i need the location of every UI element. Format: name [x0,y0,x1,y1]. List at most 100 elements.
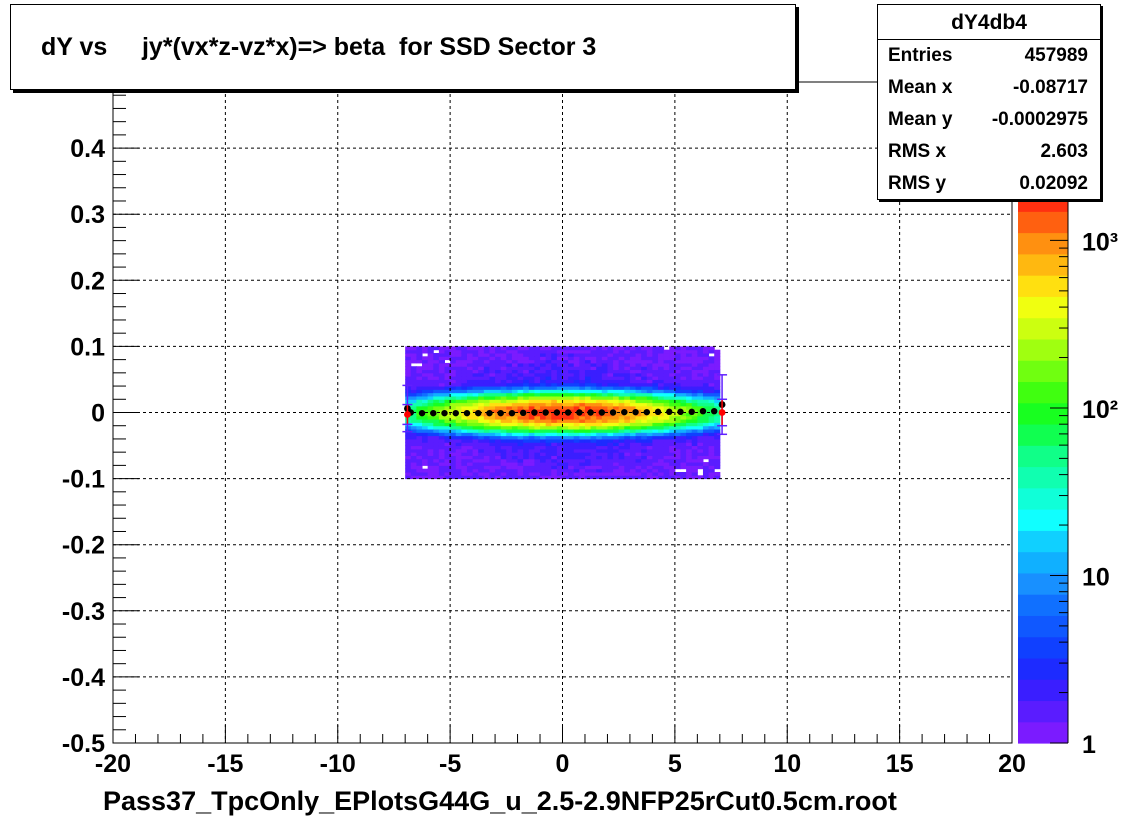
heatmap-cell [478,389,485,394]
heatmap-cell [652,438,659,443]
heatmap-cell [652,372,659,377]
heatmap-cell [613,419,620,423]
heatmap-cell [438,475,446,480]
heatmap-cell [438,455,446,460]
heatmap-cell [495,353,502,357]
heatmap-cell [405,435,412,440]
heatmap-cell [680,455,687,460]
heatmap-cell [714,445,721,450]
heatmap-cell [646,353,653,357]
heatmap-cell [618,425,625,430]
heatmap-cell [674,462,681,466]
heatmap-cell [483,389,490,394]
heatmap-cell [663,419,670,423]
heatmap-cell [472,353,479,357]
heatmap-cell [629,369,637,374]
heatmap-cell [523,362,530,367]
heatmap-cell [545,405,552,410]
heatmap-cell [646,419,653,423]
heatmap-cell [641,349,648,354]
heatmap-cell [584,448,592,453]
heatmap-cell [551,346,558,351]
heatmap-cell [613,346,620,351]
heatmap-cell [601,386,608,390]
heatmap-cell [556,405,563,410]
heatmap-cell [540,349,547,354]
heatmap-cell [427,429,434,433]
heatmap-cell [618,465,625,470]
heatmap-cell [523,412,530,417]
heatmap-cell [466,366,474,371]
heatmap-cell [624,471,631,476]
heatmap-cell [691,445,698,450]
heatmap-cell [405,392,412,397]
heatmap-cell [506,409,513,413]
heatmap-cell [702,389,710,394]
heatmap-cell [478,435,485,440]
heatmap-cell [579,402,586,407]
heatmap-cell [517,366,524,371]
heatmap-cell [635,445,642,450]
heatmap-cell [652,465,659,470]
stats-value: 0.02092 [1019,173,1088,194]
heatmap-cell [511,429,519,433]
heatmap-cell [596,372,603,377]
heatmap-cell [584,435,592,440]
heatmap-cell [556,372,563,377]
heatmap-cell [680,435,687,440]
heatmap-cell [697,369,704,374]
heatmap-cell [540,425,547,430]
heatmap-cell [658,419,665,423]
heatmap-cell [607,471,614,476]
heatmap-cell [607,362,614,367]
heatmap-cell [596,435,603,440]
heatmap-cell [658,395,665,400]
heatmap-cell [528,452,535,456]
heatmap-cell [483,468,490,473]
heatmap-cell [427,425,434,430]
heatmap-cell [528,448,535,453]
heatmap-cell [422,468,429,473]
heatmap-cell [568,372,575,377]
heatmap-cell [405,356,412,361]
heatmap-cell [427,471,434,476]
heatmap-cell [658,452,665,456]
heatmap-cell [680,376,687,380]
heatmap-cell [511,438,519,443]
heatmap-cell [556,438,563,443]
heatmap-cell [489,376,496,380]
color-bar-band [1018,721,1068,744]
heatmap-cell [551,442,558,447]
heatmap-cell [495,386,502,390]
heatmap-cell [506,405,513,410]
heatmap-cell [410,465,417,470]
heatmap-cell [483,356,490,361]
heatmap-cell [573,386,580,390]
heatmap-cell [551,465,558,470]
heatmap-cell [702,379,710,384]
heatmap-cell [613,395,620,400]
heatmap-cell [455,462,462,466]
heatmap-cell [500,468,507,473]
heatmap-cell [455,399,462,404]
heatmap-cell [629,465,637,470]
heatmap-cell [596,376,603,380]
heatmap-cell [590,419,597,423]
heatmap-cell [472,415,479,420]
heatmap-cell [444,389,451,394]
heatmap-cell [635,448,642,453]
heatmap-cell [691,379,698,384]
heatmap-cell [495,452,502,456]
heatmap-cell [422,372,429,377]
heatmap-cell [669,445,676,450]
heatmap-cell [500,346,507,351]
heatmap-cell [483,409,490,413]
heatmap-cell [461,392,468,397]
heatmap-cell [590,455,597,460]
heatmap-cell [523,353,530,357]
heatmap-cell [461,468,468,473]
heatmap-cell [534,412,541,417]
heatmap-cell [500,432,507,437]
heatmap-cell [590,438,597,443]
heatmap-cell [534,392,541,397]
